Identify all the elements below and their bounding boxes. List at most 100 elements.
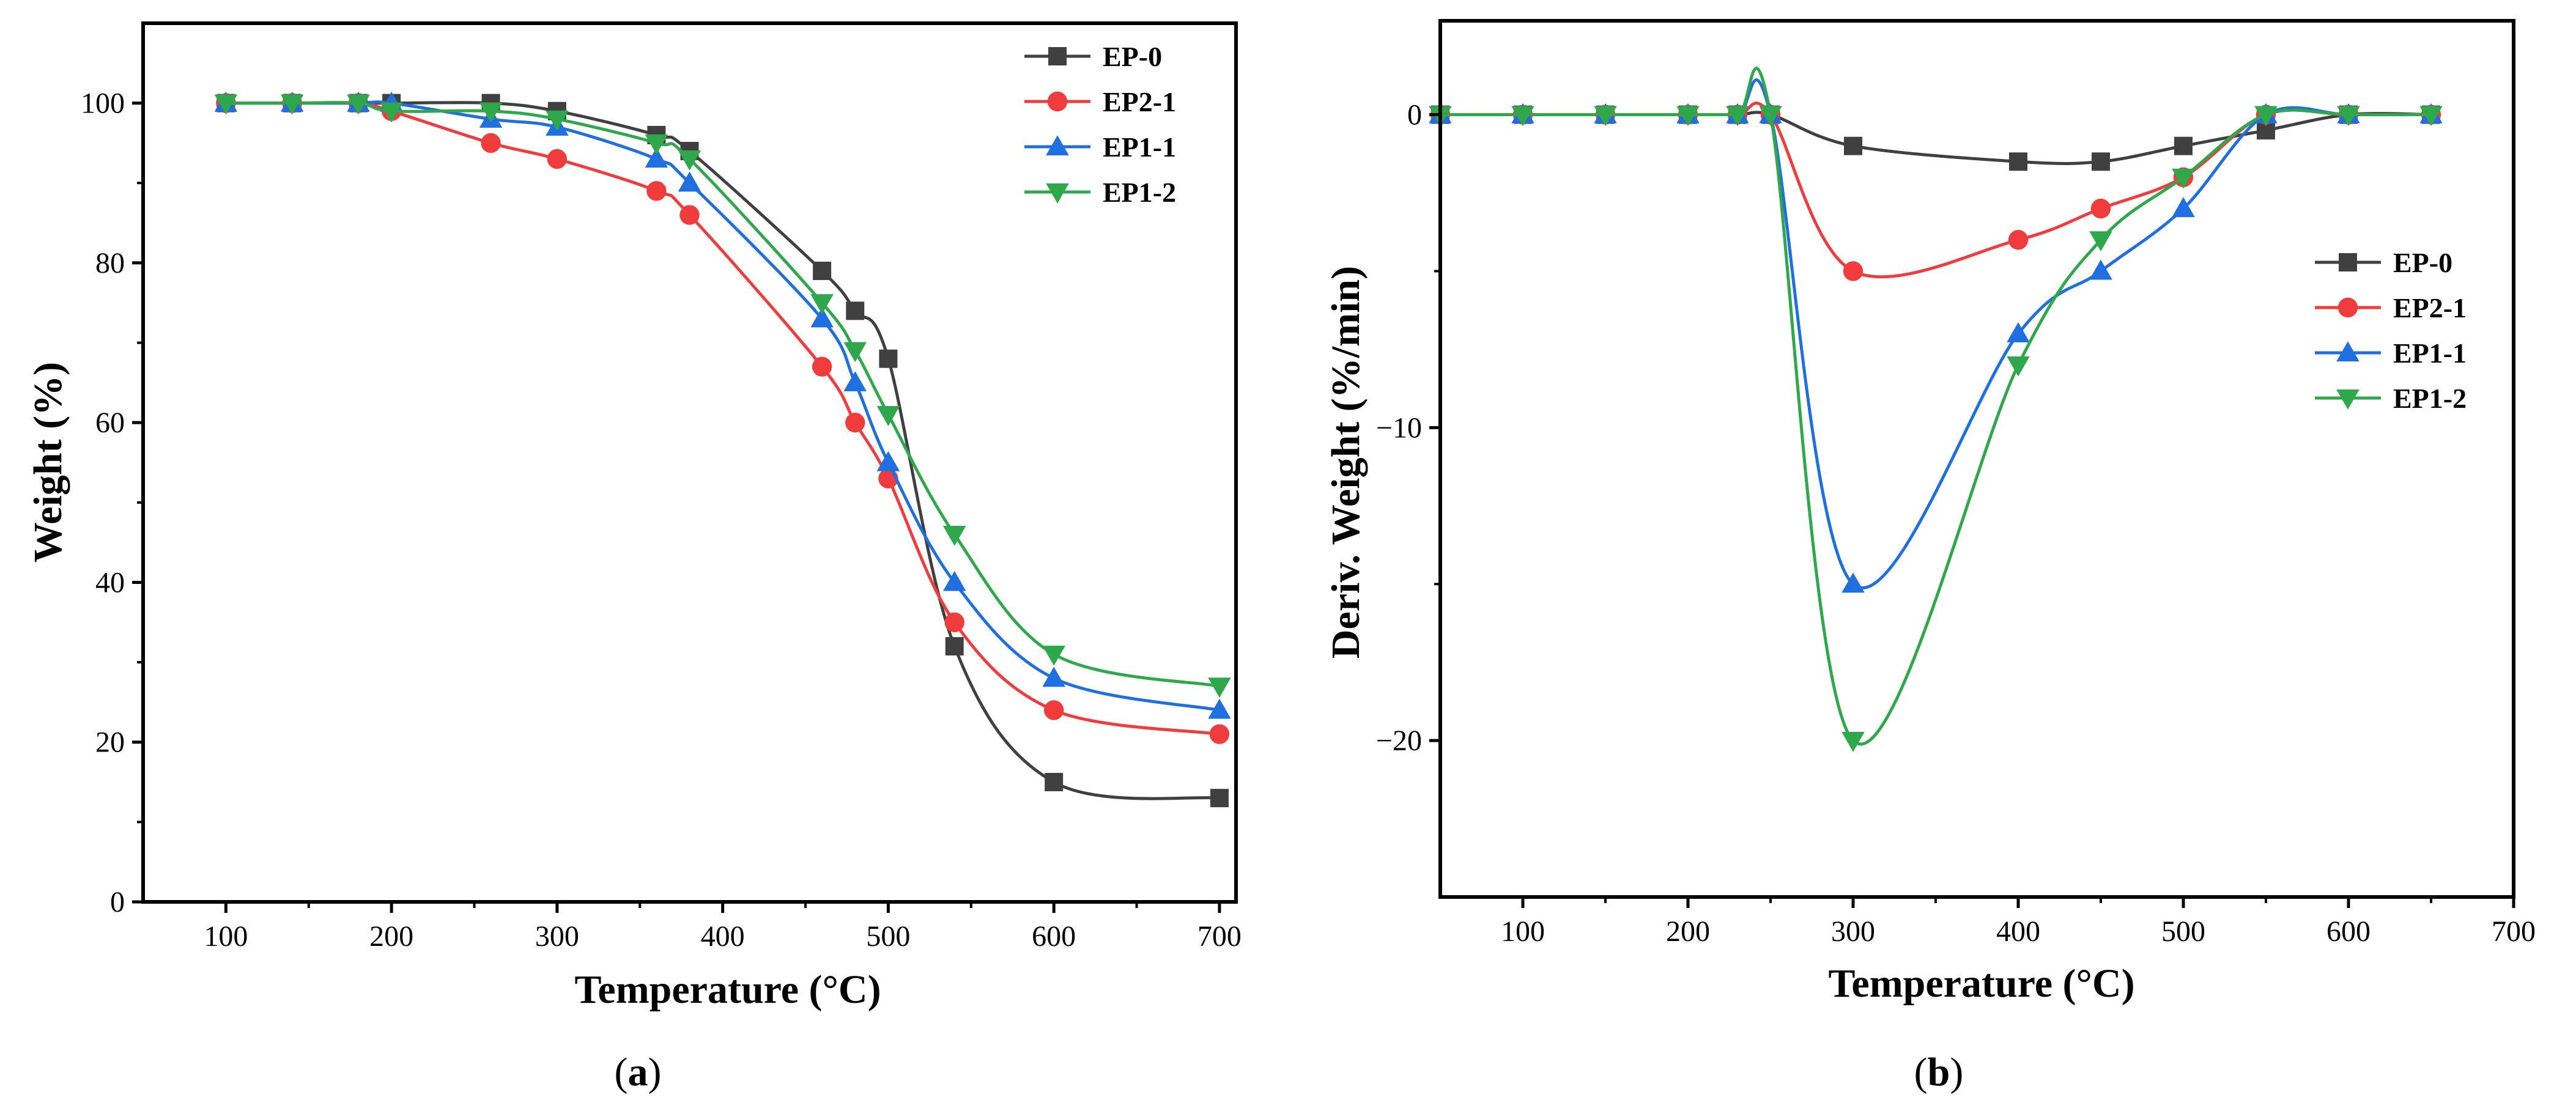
series-ep2-1 [1430,102,2441,281]
legend-item: EP1-2 [2315,383,2467,414]
y-tick-label: 0 [110,886,125,918]
data-point [942,526,966,546]
series-line [226,101,1220,688]
legend: EP-0 EP2-1 EP1-1 EP1-2 [2315,247,2467,414]
y-tick-label: 80 [95,247,125,279]
data-point [1043,700,1064,720]
data-point [481,133,501,153]
legend-marker [2339,253,2357,271]
series-line [1440,102,2431,279]
legend-marker [2336,389,2359,410]
x-tick-label: 100 [204,920,248,953]
y-tick-label: 100 [81,87,125,120]
data-point [2009,152,2027,171]
legend-marker [1046,135,1069,156]
x-tick-label: 300 [535,920,579,953]
axis-ticks: 100 200 300 400 500 600 700 0 20 40 60 80 100 [81,87,1242,953]
series-ep1-2 [214,94,1231,698]
data-point [1676,106,1700,127]
data-point [942,570,966,591]
series-ep-0 [217,94,1229,808]
panel-letter: a [628,1050,648,1094]
data-point [1511,106,1534,127]
series-line [1440,67,2431,746]
y-axis-title: Deriv. Weight (%/min) [1323,266,1368,659]
data-point [645,147,668,168]
panel-label: (a) [615,1050,662,1094]
data-point [2172,197,2195,218]
x-tick-label: 500 [866,920,910,953]
data-point [1209,724,1230,744]
series-line [226,101,1220,800]
x-tick-label: 700 [1197,920,1242,953]
axis-ticks: 100 200 300 400 500 600 700 0 −10 −20 [1376,99,2536,948]
data-point [1210,789,1229,808]
legend-label: EP1-2 [2393,383,2467,414]
data-point [810,294,834,314]
data-point [679,205,700,225]
data-point [846,301,865,320]
data-point [1844,136,1862,155]
x-axis-title: Temperature (°C) [574,967,881,1012]
panel-label: (b) [1914,1050,1964,1094]
x-tick-label: 500 [2161,915,2205,948]
data-point [1841,572,1865,593]
x-tick-label: 100 [1501,915,1545,948]
data-point [2089,259,2112,280]
data-point [2007,322,2030,342]
legend-label: EP1-1 [2393,338,2467,369]
data-point [1843,261,1864,281]
x-axis-title: Temperature (°C) [1828,961,2134,1006]
legend-item: EP2-1 [2315,292,2467,323]
x-tick-label: 200 [369,920,413,953]
data-point [2089,231,2112,251]
y-tick-label: 0 [1407,99,1422,131]
data-point [1841,732,1865,752]
legend-marker [1048,47,1067,65]
x-tick-label: 700 [2492,915,2536,948]
data-point [645,134,668,155]
legend-label: EP-0 [1103,41,1162,72]
legend-label: EP2-1 [2393,292,2467,323]
data-point [479,102,503,123]
data-point [214,94,238,115]
data-point [678,171,701,192]
data-point [810,307,834,328]
data-point [2092,152,2110,171]
data-point [646,181,667,201]
data-point [843,342,867,363]
y-tick-label: −20 [1376,725,1422,757]
legend-item: EP2-1 [1024,86,1176,117]
legend-item: EP1-2 [1024,177,1176,208]
plot-frame [141,21,1238,904]
data-point [813,261,832,280]
data-point [812,356,832,377]
data-point [280,94,304,115]
data-point [2172,168,2195,189]
series-line [1440,111,2432,166]
panel-letter: b [1928,1050,1950,1094]
data-point [1045,773,1064,792]
data-point [876,451,900,471]
x-tick-label: 400 [701,920,745,953]
data-point [2008,230,2029,250]
data-point [2174,136,2193,155]
legend-label: EP-0 [2393,247,2452,278]
series-ep1-2 [1429,67,2443,752]
data-point [945,637,964,655]
data-point [1042,666,1065,687]
series-line [226,101,1220,736]
data-point [1594,106,1617,127]
plot-area [1429,67,2443,752]
data-point [2419,106,2443,127]
data-point [879,349,898,368]
data-point [2007,356,2030,377]
data-point [2254,106,2278,127]
data-point [547,149,568,169]
legend-item: EP1-1 [1024,131,1176,163]
x-tick-label: 600 [1032,920,1076,953]
x-tick-label: 300 [1831,915,1875,948]
data-point [843,371,867,391]
